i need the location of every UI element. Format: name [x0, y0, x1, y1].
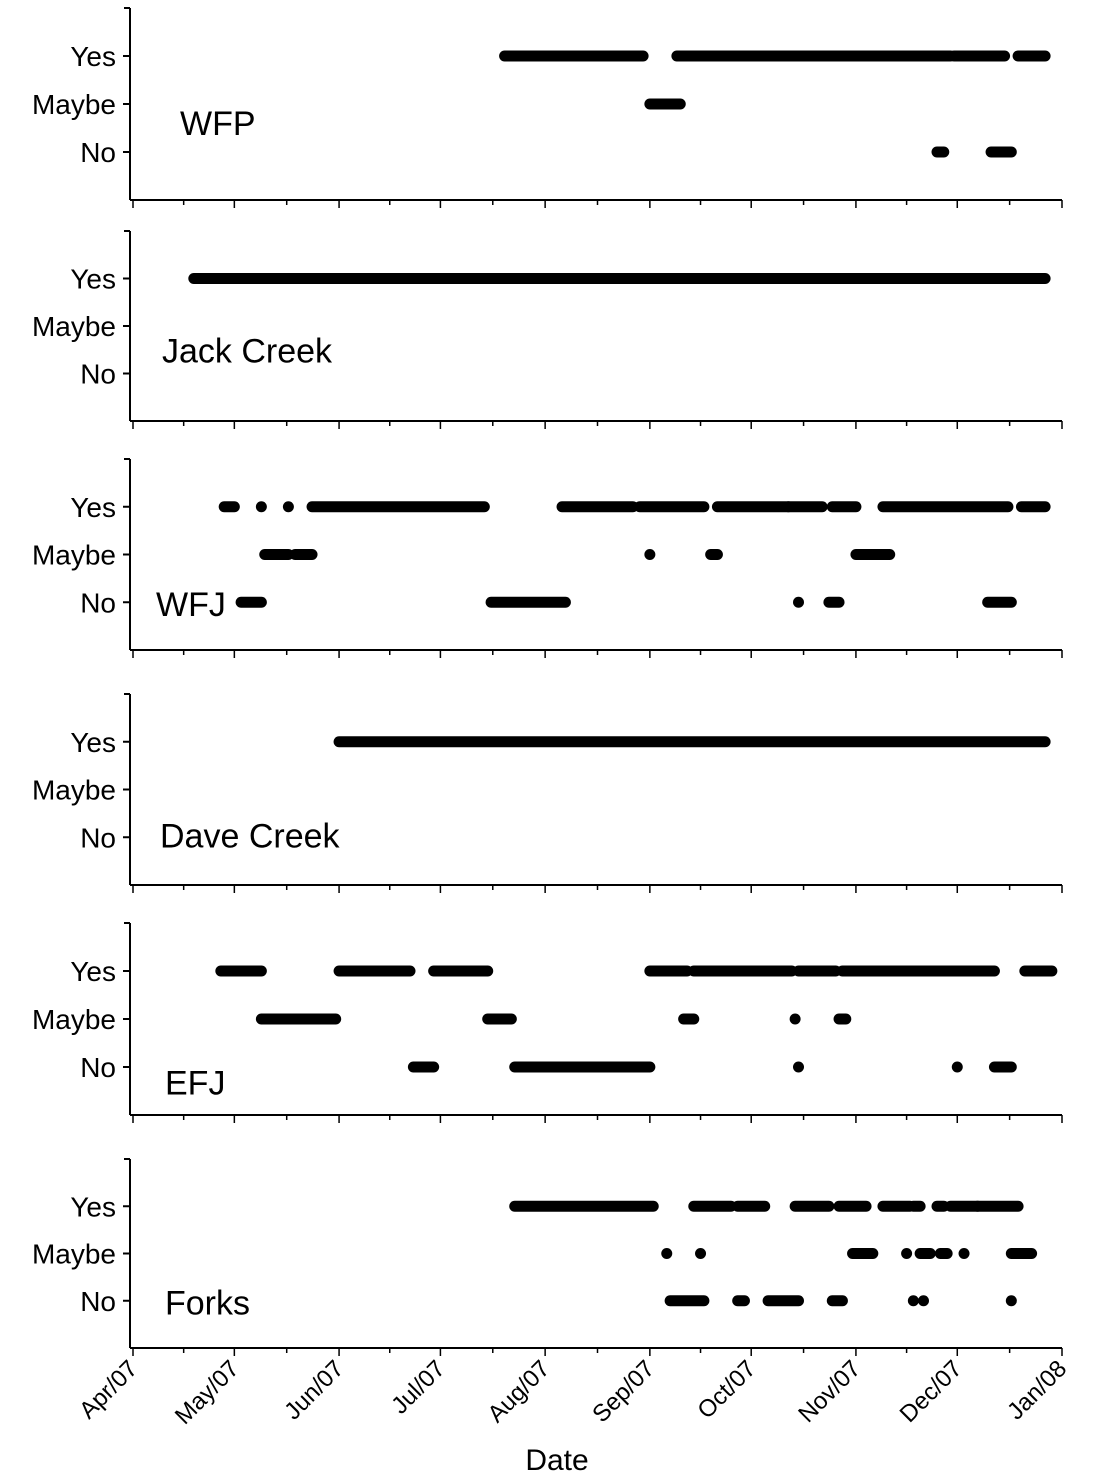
data-point — [282, 501, 294, 513]
x-axis-label: Date — [525, 1444, 588, 1477]
x-tick-label: Nov/07 — [793, 1355, 866, 1428]
y-tick-label: Maybe — [32, 775, 116, 806]
data-point — [958, 1248, 970, 1259]
data-point — [1005, 1295, 1017, 1307]
y-tick-label: Yes — [70, 727, 116, 758]
data-point — [951, 1061, 963, 1073]
x-tick-label: Jan/08 — [1002, 1355, 1072, 1425]
y-tick-label: Maybe — [32, 1239, 116, 1270]
y-tick-label: No — [80, 587, 116, 618]
x-tick-label: Jul/07 — [386, 1355, 450, 1419]
y-tick-label: Yes — [70, 264, 116, 295]
panel-label: WFP — [180, 105, 256, 143]
y-tick-label: No — [80, 1286, 116, 1317]
x-tick-label: Aug/07 — [482, 1355, 555, 1428]
x-tick-label: May/07 — [170, 1355, 245, 1430]
data-point — [793, 1061, 805, 1073]
y-tick-label: Maybe — [32, 89, 116, 120]
x-tick-label: Apr/07 — [74, 1355, 143, 1424]
data-point — [255, 501, 267, 513]
data-point — [789, 1013, 801, 1025]
y-tick-label: No — [80, 822, 116, 853]
panel-forks: Yes Maybe No Forks — [32, 1158, 1063, 1356]
panel-label: Forks — [165, 1285, 250, 1323]
panel-jack-creek: Yes Maybe No Jack Creek — [32, 230, 1063, 429]
y-tick-label: Maybe — [32, 1004, 116, 1035]
y-tick-label: No — [80, 1052, 116, 1083]
data-point — [793, 596, 805, 608]
panel-efj: Yes Maybe No EFJ — [32, 922, 1063, 1123]
data-point — [644, 549, 656, 560]
y-tick-label: Yes — [70, 41, 116, 72]
x-tick-label: Dec/07 — [895, 1355, 968, 1428]
data-point — [907, 1295, 919, 1307]
y-tick-label: Yes — [70, 1191, 116, 1222]
y-tick-label: No — [80, 359, 116, 390]
panel-dave-creek: Yes Maybe No Dave Creek — [32, 693, 1063, 893]
x-tick-label: Sep/07 — [587, 1355, 660, 1428]
x-tick-label: Oct/07 — [692, 1355, 761, 1424]
data-point — [661, 1248, 673, 1259]
panel-wfp: Yes Maybe No WFP — [32, 7, 1063, 208]
panel-label: EFJ — [165, 1064, 225, 1102]
data-point — [901, 1248, 913, 1259]
panel-label: Dave Creek — [160, 817, 341, 855]
data-point — [917, 1295, 929, 1307]
x-tick-label: Jun/07 — [279, 1355, 349, 1425]
y-tick-label: Yes — [70, 956, 116, 987]
y-tick-label: Maybe — [32, 311, 116, 342]
panel-wfj: Yes Maybe No WFJ — [32, 458, 1063, 658]
y-tick-label: Yes — [70, 492, 116, 523]
data-point — [695, 1248, 707, 1259]
y-tick-label: No — [80, 137, 116, 168]
panel-label: WFJ — [156, 586, 226, 624]
y-tick-label: Maybe — [32, 540, 116, 571]
panel-label: Jack Creek — [162, 333, 333, 371]
